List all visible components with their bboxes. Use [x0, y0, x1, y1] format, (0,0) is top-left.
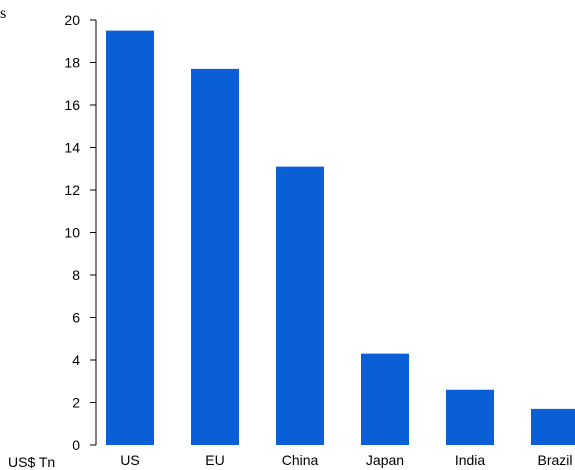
y-tick-label: 12: [64, 182, 80, 198]
x-tick-label-brazil: Brazil: [537, 452, 572, 468]
corner-text: s: [0, 5, 6, 22]
bar-japan: [361, 353, 409, 445]
y-tick-label: 16: [64, 97, 80, 113]
x-tick-labels: US EU China Japan India Brazil: [120, 452, 572, 468]
y-tick-label: 20: [64, 12, 80, 28]
x-tick-label-eu: EU: [205, 452, 224, 468]
bar-brazil: [531, 408, 575, 445]
y-tick-label: 10: [64, 225, 80, 241]
y-tick-label: 8: [72, 267, 80, 283]
y-tick-label: 4: [72, 352, 80, 368]
bar-eu: [191, 68, 239, 445]
x-tick-label-japan: Japan: [366, 452, 404, 468]
y-tick-label: 2: [72, 395, 80, 411]
y-tick-label: 6: [72, 310, 80, 326]
y-axis-unit-label: US$ Tn: [8, 454, 55, 470]
bar-china: [276, 166, 324, 445]
bars: [106, 30, 575, 445]
y-tick-label: 14: [64, 140, 80, 156]
y-tick-label: 0: [72, 437, 80, 453]
x-tick-label-india: India: [455, 452, 486, 468]
bar-us: [106, 30, 154, 445]
y-tick-label: 18: [64, 55, 80, 71]
bar-india: [446, 389, 494, 445]
x-tick-label-china: China: [282, 452, 319, 468]
y-ticks: 0 2 4 6 8 10 12 14 16 18 20: [64, 12, 96, 453]
x-tick-label-us: US: [120, 452, 139, 468]
